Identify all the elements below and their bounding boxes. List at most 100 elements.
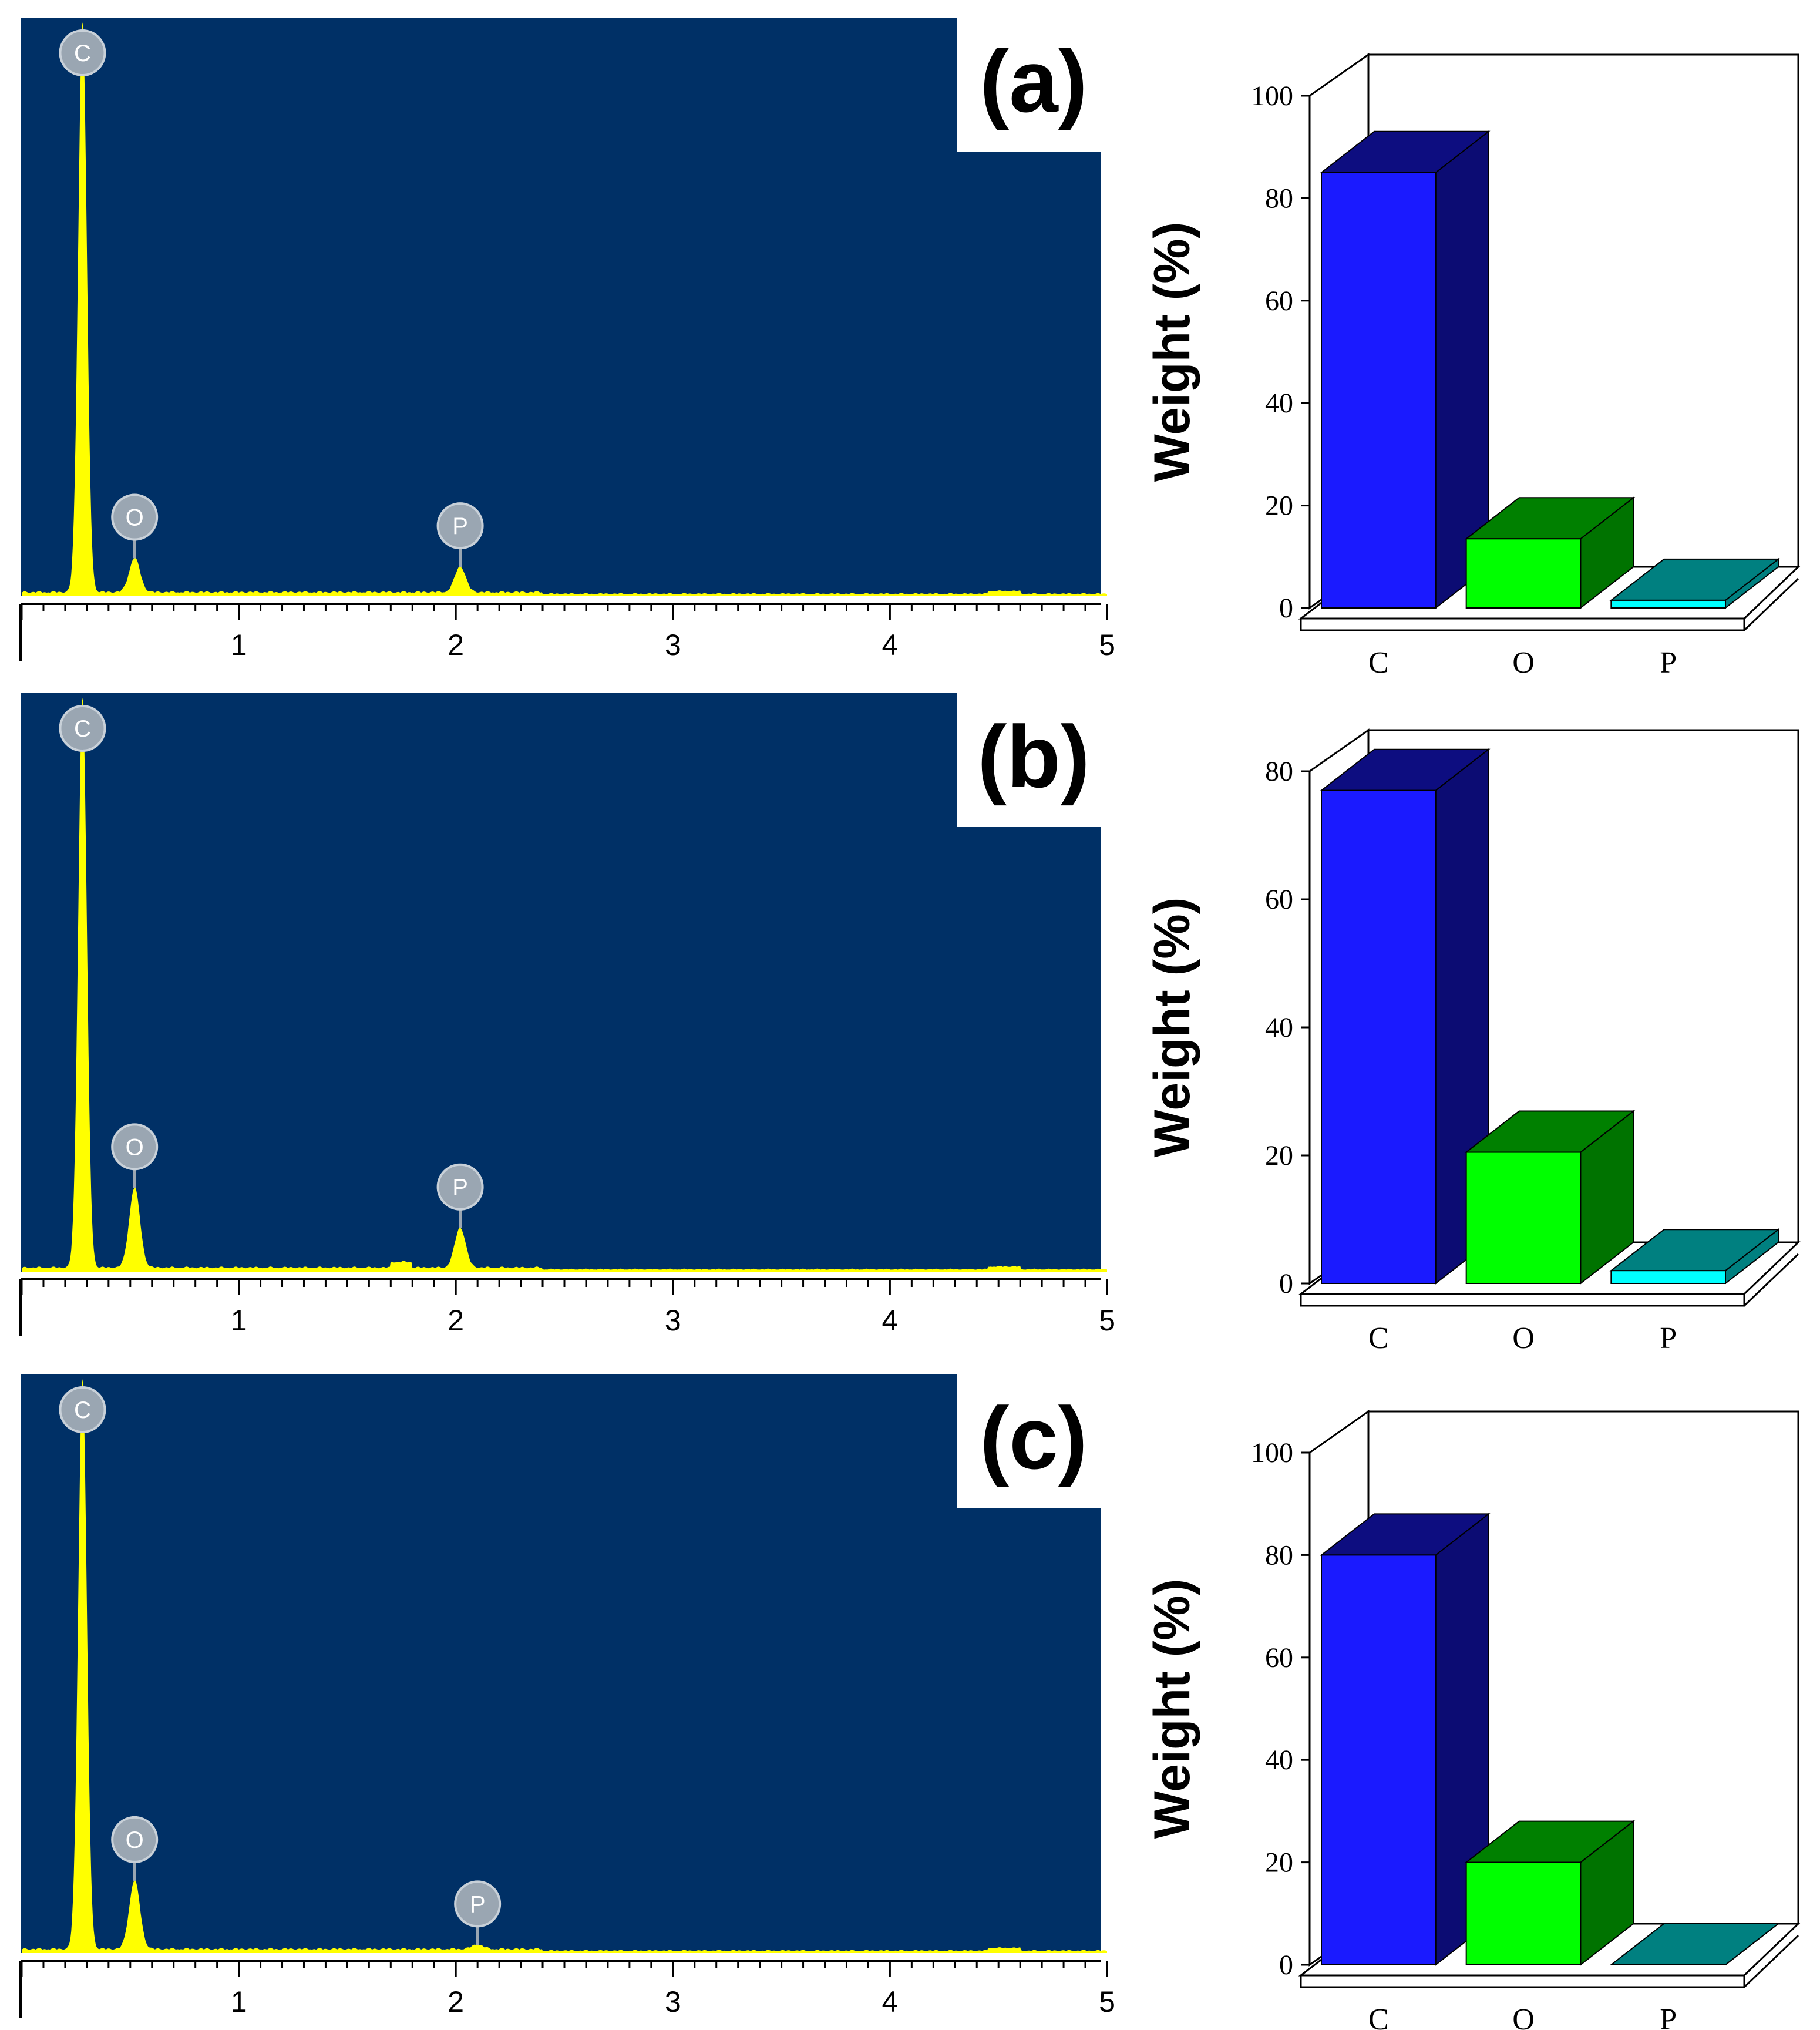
x-tick-label: 4 [882, 1304, 898, 1337]
bar-front [1321, 1554, 1437, 1965]
bar-top [1609, 1923, 1780, 1965]
bar-front [1465, 1861, 1582, 1965]
chart-floor-edge [1300, 1293, 1745, 1307]
peak-marker-c: C [59, 29, 106, 76]
chart-floor-edge [1300, 617, 1745, 631]
bar-p [1609, 1228, 1780, 1285]
bar-c [1320, 130, 1491, 610]
y-tick-label: 0 [1279, 1268, 1293, 1299]
y-tick-label: 0 [1279, 593, 1293, 624]
peak-marker-c: C [59, 1386, 106, 1433]
spectrum-background [21, 1374, 1101, 1953]
peak-marker-circle [111, 1123, 159, 1171]
bar-y-axis: 0 20 40 60 80 100 [1251, 1437, 1310, 1981]
bar-c [1320, 1513, 1491, 1967]
peak-label: P [470, 1891, 486, 1917]
bar-front [1465, 538, 1582, 609]
peak-marker-circle [59, 29, 106, 76]
x-tick-label: 5 [1099, 1304, 1115, 1337]
chart-floor-edge [1300, 1974, 1745, 1988]
peak-marker-circle [436, 502, 484, 550]
peak-marker-p: P [436, 502, 484, 567]
x-category-label: O [1512, 646, 1535, 680]
bar-front [1465, 1151, 1582, 1284]
spectrum-background [21, 18, 1101, 596]
x-tick-label: 4 [882, 1985, 898, 2018]
chart-floor-edge-side [1743, 1934, 1799, 1988]
eds-spectrum: C O P 1 2 3 4 5 (a) [19, 18, 1115, 661]
peak-marker-circle [59, 1386, 106, 1433]
peak-label: O [126, 1134, 144, 1160]
weight-bar-chart: 0 20 40 60 80 100 Weight (%) C O P [1144, 53, 1801, 680]
peak-marker-circle [454, 1880, 502, 1928]
y-tick-label: 20 [1265, 1140, 1293, 1171]
peak-marker-o: O [111, 1816, 159, 1881]
weight-bar-chart: 0 20 40 60 80 Weight (%) C O P [1144, 728, 1801, 1355]
peak-marker-c: C [59, 705, 106, 752]
spectrum-x-axis: 1 2 3 4 5 [19, 1960, 1115, 2018]
peak-label: C [74, 716, 91, 742]
peak-label: P [452, 1175, 468, 1201]
x-tick-label: 4 [882, 629, 898, 661]
peak-marker-circle [111, 1816, 159, 1863]
x-category-label: O [1512, 1322, 1535, 1355]
panel-a: C O P 1 2 3 4 5 (a) 0 20 40 60 80 100 Weight (%) C O P [19, 18, 1801, 680]
peak-marker-p: P [436, 1163, 484, 1228]
peak-marker-o: O [111, 1123, 159, 1188]
bar-front [1610, 1270, 1726, 1285]
y-tick-label: 80 [1265, 756, 1293, 787]
x-tick-label: 1 [231, 1985, 247, 2018]
x-category-label: P [1660, 1322, 1677, 1355]
panel-c: C O P 1 2 3 4 5 (c) 0 20 40 60 80 100 Weight (%) C O P [19, 1374, 1801, 2030]
bar-o [1464, 1820, 1636, 1967]
x-category-label: P [1660, 646, 1677, 680]
bar-front [1610, 599, 1726, 609]
x-category-label: C [1368, 1322, 1389, 1355]
x-tick-label: 1 [231, 629, 247, 661]
panel-label: (a) [980, 32, 1087, 130]
spectrum-x-axis: 1 2 3 4 5 [19, 1278, 1115, 1337]
y-tick-label: 20 [1265, 1847, 1293, 1878]
spectrum-trace [22, 698, 1107, 1272]
chart-floor-edge-side [1743, 1253, 1799, 1307]
y-axis-label: Weight (%) [1144, 898, 1200, 1158]
x-tick-label: 2 [448, 1985, 464, 2018]
x-tick-label: 3 [665, 1304, 681, 1337]
y-tick-label: 100 [1251, 1437, 1293, 1468]
bar-c [1320, 748, 1491, 1285]
weight-bar-chart: 0 20 40 60 80 100 Weight (%) C O P [1144, 1410, 1801, 2030]
y-tick-label: 60 [1265, 1642, 1293, 1673]
x-tick-label: 2 [448, 1304, 464, 1337]
bar-o [1464, 1110, 1636, 1285]
bar-o [1464, 496, 1636, 610]
panel-label: (c) [980, 1389, 1087, 1487]
peak-label: C [74, 1397, 91, 1423]
peak-label: P [452, 513, 468, 539]
y-tick-label: 60 [1265, 285, 1293, 317]
peak-marker-circle [59, 705, 106, 752]
panel-b: C O P 1 2 3 4 5 (b) 0 20 40 60 80 Weight (%) C O P [19, 693, 1801, 1355]
peak-label: C [74, 41, 91, 66]
peak-marker-p: P [454, 1880, 502, 1945]
bar-p [1609, 1923, 1780, 1965]
eds-spectrum: C O P 1 2 3 4 5 (b) [19, 693, 1115, 1337]
bar-y-axis: 0 20 40 60 80 100 [1251, 80, 1310, 624]
y-axis-label: Weight (%) [1144, 1579, 1200, 1839]
x-tick-label: 2 [448, 629, 464, 661]
x-category-label: P [1660, 2003, 1677, 2030]
y-tick-label: 0 [1279, 1950, 1293, 1981]
y-tick-label: 60 [1265, 884, 1293, 915]
bar-front [1321, 789, 1437, 1284]
y-tick-label: 80 [1265, 183, 1293, 214]
x-tick-label: 1 [231, 1304, 247, 1337]
x-tick-label: 5 [1099, 629, 1115, 661]
y-tick-label: 40 [1265, 1745, 1293, 1776]
peak-label: O [126, 505, 144, 531]
bar-front [1321, 172, 1437, 609]
spectrum-x-axis: 1 2 3 4 5 [19, 603, 1115, 661]
chart-floor-edge-side [1743, 577, 1799, 631]
x-tick-label: 3 [665, 629, 681, 661]
y-tick-label: 80 [1265, 1540, 1293, 1571]
peak-marker-o: O [111, 493, 159, 559]
